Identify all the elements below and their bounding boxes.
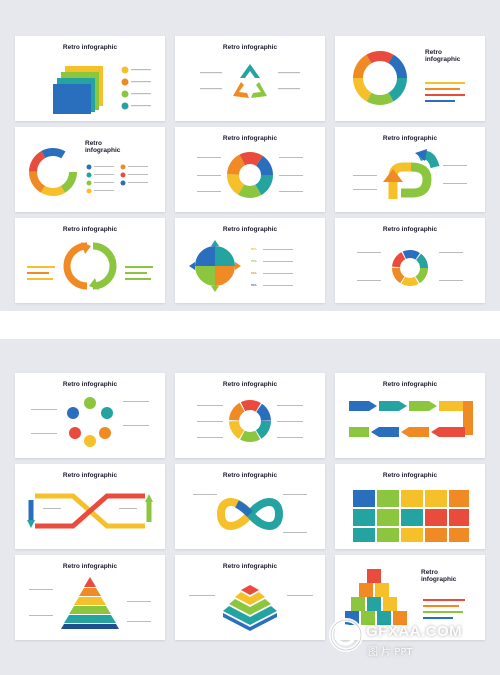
slide-title: Retro infographic [222,226,278,233]
slide-pyramid[interactable]: Retro infographic [15,555,165,640]
slide-spiral-arrow[interactable]: Retro infographic [335,127,485,212]
slide-puzzle-grid[interactable]: Retro infographic [335,464,485,549]
quadrant-graphic [189,240,293,292]
recycle-graphic [200,64,300,98]
pct-label: 85% [251,247,257,251]
slide-arrow-cycle[interactable]: Retro infographic [15,127,165,212]
segment-wheel-graphic [197,152,303,198]
slide-ring-segments[interactable]: Retro infographic [175,373,325,458]
watermark-subtext: 图 片 PPT [368,647,413,658]
stepped-pyramid-graphic [189,585,313,631]
slide-title: Retro infographic [382,472,438,479]
slide-title: Retro infographic [62,563,118,570]
arrow-cycle-graphic [29,148,148,196]
slide-title: Retro infographic [62,472,118,479]
slide-title: Retro infographic [222,381,278,388]
pct-label: 75% [251,259,257,263]
slide-title: Retro infographic [421,569,457,583]
pyramid-graphic [29,577,151,629]
slide-title: Retro infographic [222,44,278,51]
slide-arrow-process[interactable]: Retro infographic [335,373,485,458]
spiral-arrow-graphic [353,149,467,199]
slide-recycle[interactable]: Retro infographic [175,36,325,121]
slide-title: Retro infographic [382,135,438,142]
infinity-graphic [193,494,307,533]
ring-segments-graphic [197,400,303,442]
slide-title: Retro infographic [62,44,118,51]
watermark: GFXAA.COM 图 片 PPT [328,615,478,665]
stacked-rects-graphic [53,66,151,114]
slide-title: Retro infographic [62,226,118,233]
two-arcs-graphic [27,242,153,290]
slide-segment-wheel[interactable]: Retro infographic [175,127,325,212]
slide-stacked-rects[interactable]: Retro infographic [15,36,165,121]
slide-infinity[interactable]: Retro infographic [175,464,325,549]
slide-title: Retro infographic [382,381,438,388]
puzzle-grid-graphic [353,490,469,542]
slide-loop-arrows[interactable]: Retro infographic [15,464,165,549]
slide-title: Retro infographic [222,472,278,479]
slide-ring-cycle[interactable]: Retro infographic [335,36,485,121]
arrow-process-graphic [349,401,473,437]
slide-title: Retro infographic [222,135,278,142]
slide-circle-arrows[interactable]: Retro infographic [335,218,485,303]
pct-label: 50% [251,283,257,287]
circle-arrows-graphic [357,250,463,286]
stacked-cubes-graphic [345,569,465,625]
slide-hub-circles[interactable]: Retro infographic [15,373,165,458]
slide-title: Retro infographic [425,49,461,63]
watermark-text: GFXAA.COM [366,623,463,640]
slide-title: Retro infographic [85,140,121,154]
hub-circles-graphic [31,397,149,447]
slide-two-arcs[interactable]: Retro infographic [15,218,165,303]
slide-stepped-pyramid[interactable]: Retro infographic [175,555,325,640]
slide-title: Retro infographic [222,563,278,570]
slide-title: Retro infographic [62,381,118,388]
slide-title: Retro infographic [382,226,438,233]
pct-label: 64% [251,271,257,275]
loop-arrows-graphic [27,493,153,529]
slide-quadrant-pct[interactable]: Retro infographic 85% 75% 64% 50% [175,218,325,303]
ring-cycle-graphic [353,51,465,105]
watermark-logo-icon [329,618,363,652]
